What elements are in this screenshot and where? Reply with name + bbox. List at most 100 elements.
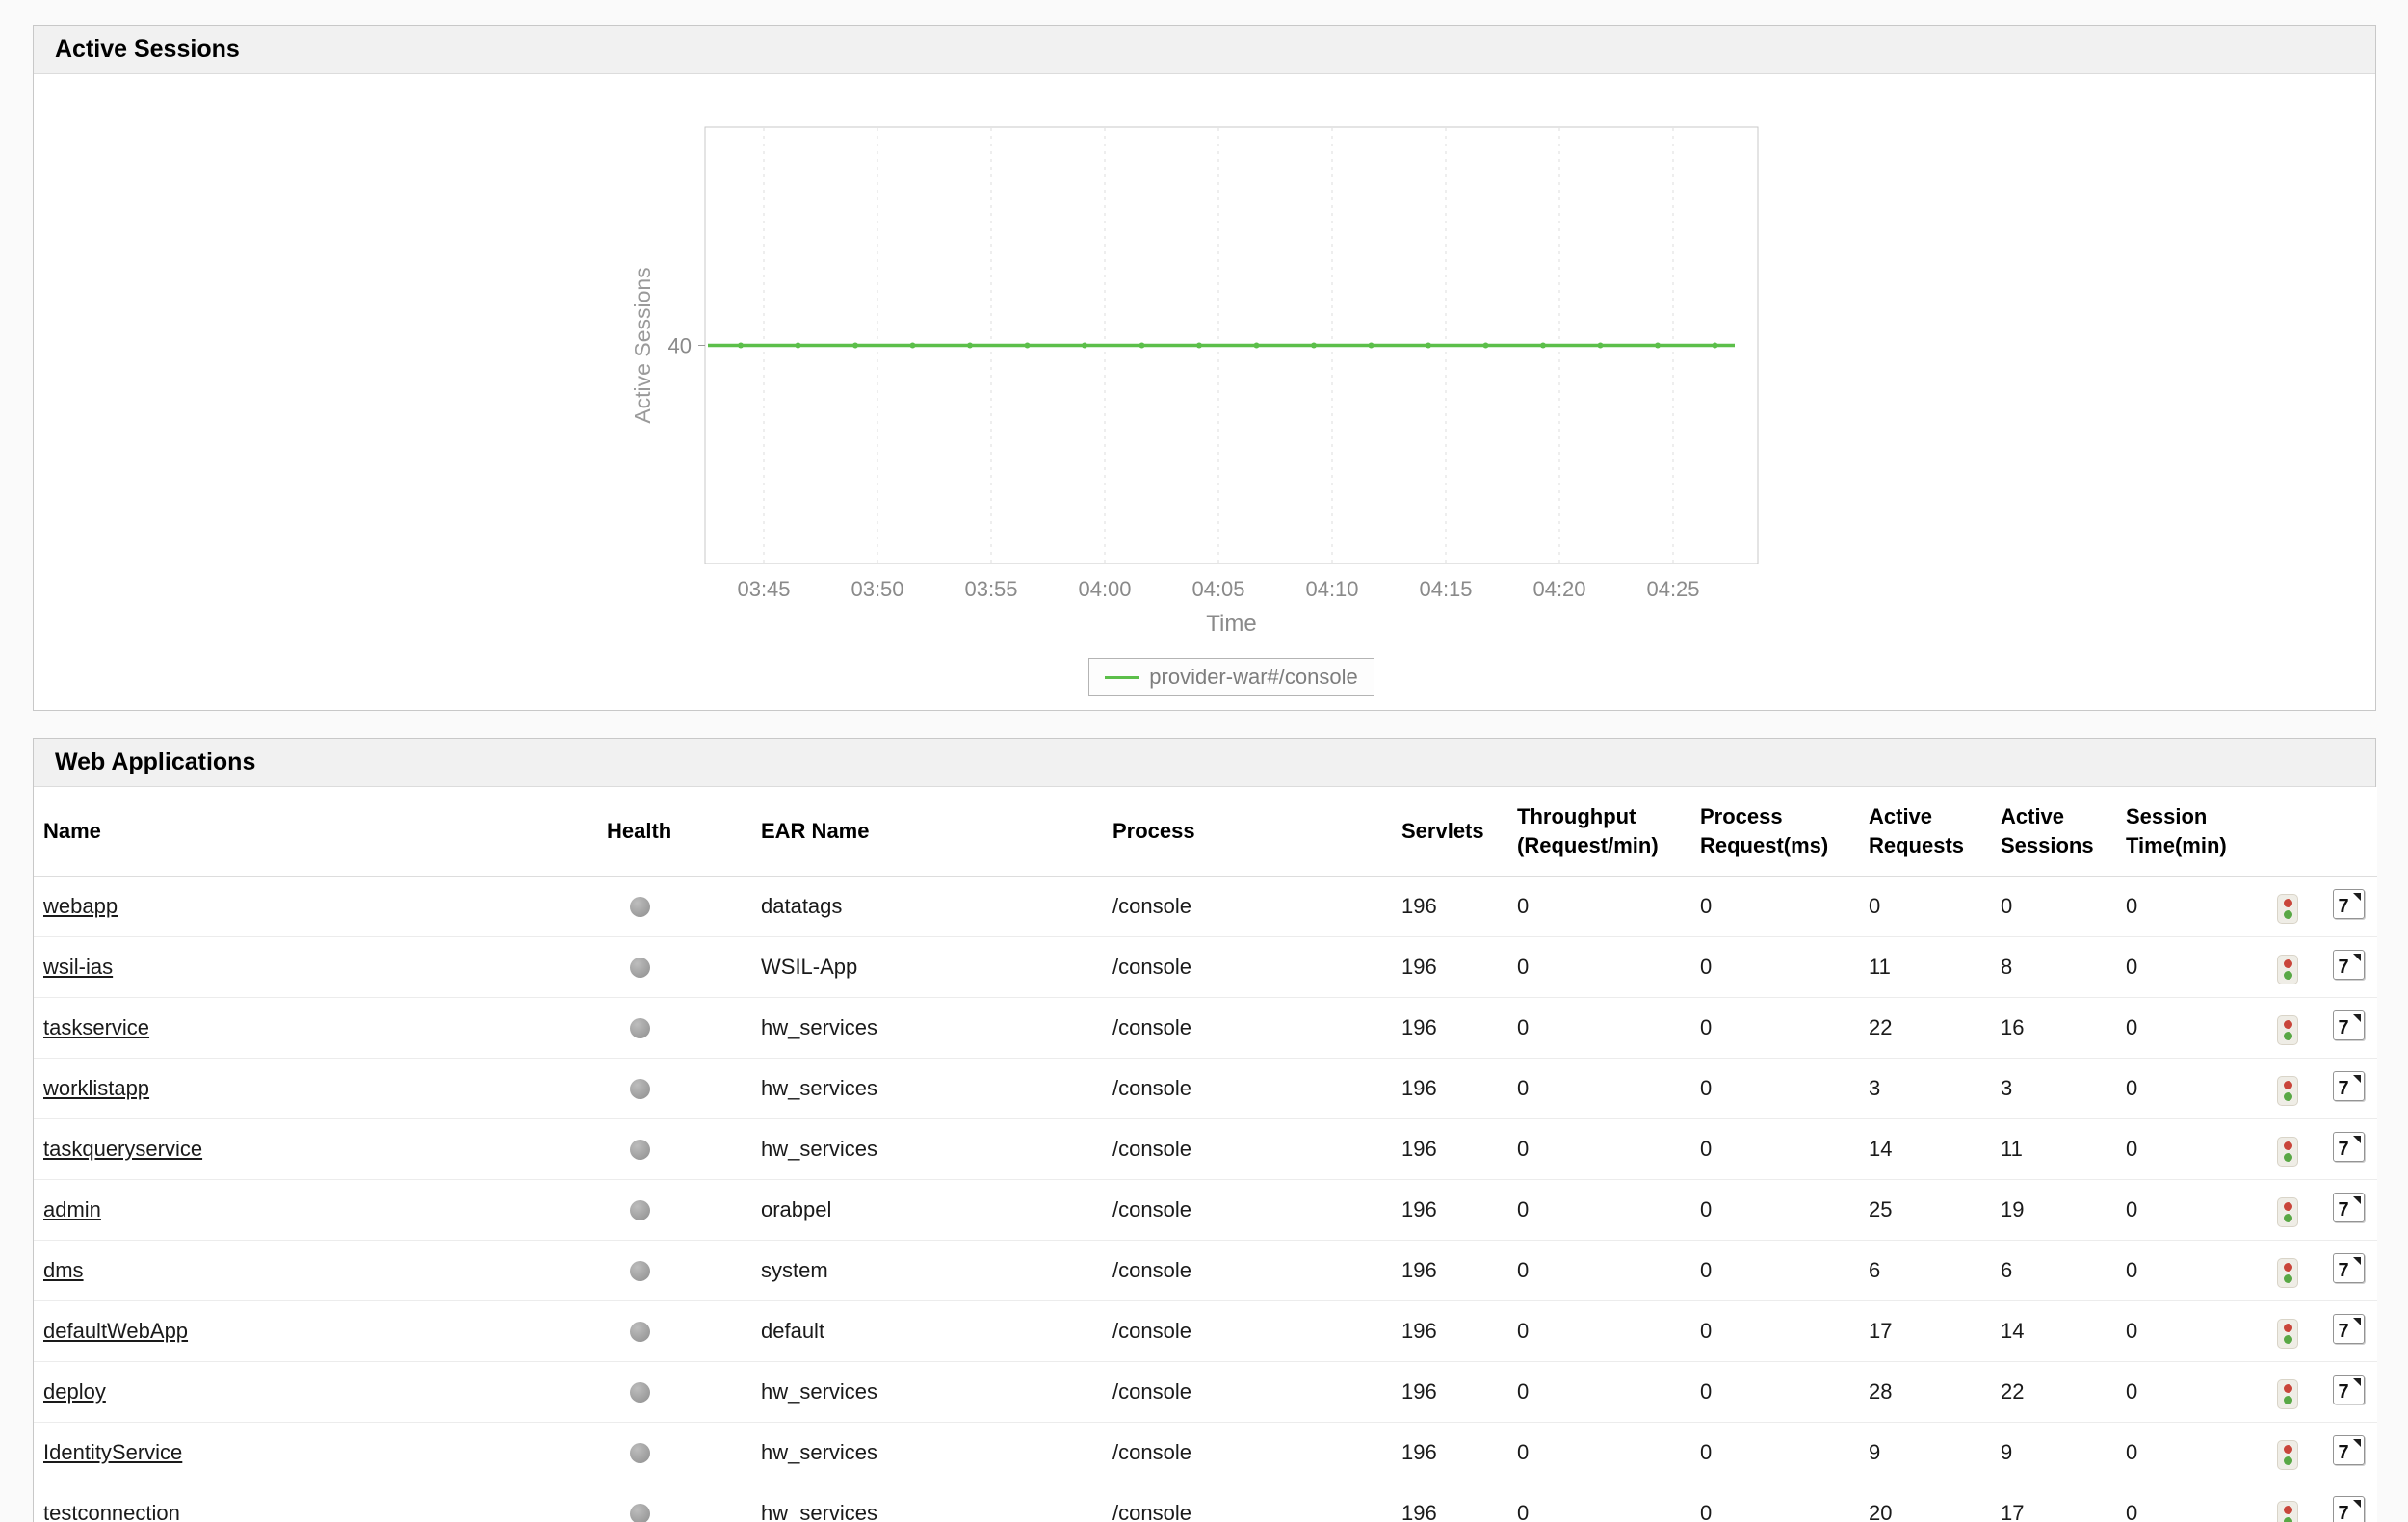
status-traffic-light-icon[interactable] bbox=[2277, 1076, 2298, 1106]
status-traffic-light-icon[interactable] bbox=[2277, 894, 2298, 924]
green-light-icon bbox=[2283, 1396, 2292, 1404]
history-chart-button[interactable]: 7 bbox=[2332, 1070, 2365, 1101]
history-chart-button[interactable]: 7 bbox=[2332, 1313, 2365, 1344]
status-cell bbox=[2256, 1300, 2319, 1362]
status-traffic-light-icon[interactable] bbox=[2277, 1258, 2298, 1288]
app-name-link[interactable]: wsil-ias bbox=[43, 954, 114, 979]
process-cell: /console bbox=[1103, 1361, 1392, 1423]
history-chart-button[interactable]: 7 bbox=[2332, 1434, 2365, 1465]
series-marker bbox=[1024, 342, 1031, 349]
health-status-icon bbox=[630, 897, 650, 918]
status-traffic-light-icon[interactable] bbox=[2277, 955, 2298, 984]
x-tick-label: 04:25 bbox=[1646, 577, 1699, 601]
app-name-link[interactable]: defaultWebApp bbox=[43, 1318, 189, 1343]
web-applications-title: Web Applications bbox=[55, 748, 256, 775]
status-cell bbox=[2256, 936, 2319, 998]
health-status-icon bbox=[630, 1261, 650, 1282]
series-marker bbox=[1311, 342, 1317, 349]
status-traffic-light-icon[interactable] bbox=[2277, 1440, 2298, 1470]
web-applications-panel-header: Web Applications bbox=[34, 739, 2375, 787]
history-cell: 7 bbox=[2319, 1361, 2377, 1423]
session-time-cell: 0 bbox=[2116, 1300, 2256, 1362]
status-traffic-light-icon[interactable] bbox=[2277, 1501, 2298, 1522]
app-name-link[interactable]: worklistapp bbox=[43, 1075, 150, 1100]
web-applications-table: Name Health EAR Name Process Servlets Through… bbox=[34, 787, 2377, 1522]
app-name-link[interactable]: admin bbox=[43, 1196, 101, 1221]
session-time-cell: 0 bbox=[2116, 1361, 2256, 1423]
chart-flag-icon bbox=[2352, 892, 2361, 901]
green-light-icon bbox=[2283, 1456, 2292, 1465]
servlets-cell: 196 bbox=[1392, 997, 1507, 1059]
history-chart-button[interactable]: 7 bbox=[2332, 888, 2365, 919]
app-name-link[interactable]: IdentityService bbox=[43, 1439, 183, 1464]
active-sessions-cell: 9 bbox=[1991, 1422, 2116, 1483]
status-traffic-light-icon[interactable] bbox=[2277, 1137, 2298, 1167]
green-light-icon bbox=[2283, 1032, 2292, 1040]
health-status-icon bbox=[630, 1382, 650, 1404]
name-cell: taskservice bbox=[34, 997, 597, 1059]
x-tick-label: 03:45 bbox=[737, 577, 790, 601]
process-request-cell: 0 bbox=[1690, 876, 1859, 937]
status-traffic-light-icon[interactable] bbox=[2277, 1197, 2298, 1227]
column-header-health: Health bbox=[597, 787, 751, 877]
process-cell: /console bbox=[1103, 1483, 1392, 1522]
table-row: defaultWebApp default/console 196 0 0 17 14 0 7 bbox=[34, 1300, 2377, 1362]
chart-flag-icon bbox=[2352, 1135, 2361, 1143]
table-row: testconnection hw_services/console 196 0 0 20… bbox=[34, 1483, 2377, 1522]
health-cell bbox=[597, 1058, 751, 1119]
app-name-link[interactable]: dms bbox=[43, 1257, 84, 1282]
app-name-link[interactable]: taskqueryservice bbox=[43, 1136, 203, 1161]
history-chart-button[interactable]: 7 bbox=[2332, 1252, 2365, 1283]
servlets-cell: 196 bbox=[1392, 876, 1507, 937]
x-tick-label: 04:10 bbox=[1305, 577, 1358, 601]
ear-name-cell: hw_services bbox=[751, 1483, 1103, 1522]
active-requests-cell: 0 bbox=[1859, 876, 1991, 937]
history-chart-button[interactable]: 7 bbox=[2332, 1010, 2365, 1040]
column-header-actions bbox=[2319, 787, 2377, 877]
green-light-icon bbox=[2283, 1335, 2292, 1344]
app-name-link[interactable]: testconnection bbox=[43, 1500, 180, 1522]
green-light-icon bbox=[2283, 1153, 2292, 1162]
red-light-icon bbox=[2283, 1263, 2292, 1272]
ear-name-cell: hw_services bbox=[751, 1118, 1103, 1180]
series-marker bbox=[852, 342, 858, 349]
health-cell bbox=[597, 997, 751, 1059]
ear-name-cell: hw_services bbox=[751, 997, 1103, 1059]
status-traffic-light-icon[interactable] bbox=[2277, 1015, 2298, 1045]
health-status-icon bbox=[630, 1504, 650, 1522]
green-light-icon bbox=[2283, 1274, 2292, 1283]
app-name-link[interactable]: webapp bbox=[43, 893, 118, 918]
process-request-cell: 0 bbox=[1690, 1240, 1859, 1301]
health-cell bbox=[597, 1422, 751, 1483]
app-name-link[interactable]: deploy bbox=[43, 1378, 106, 1404]
column-header-throughput: Throughput (Request/min) bbox=[1507, 787, 1690, 877]
history-chart-button[interactable]: 7 bbox=[2332, 1192, 2365, 1222]
active-requests-cell: 25 bbox=[1859, 1179, 1991, 1241]
history-chart-button[interactable]: 7 bbox=[2332, 1374, 2365, 1404]
active-sessions-cell: 22 bbox=[1991, 1361, 2116, 1423]
chart-flag-icon bbox=[2352, 1317, 2361, 1325]
chart-flag-icon bbox=[2352, 1256, 2361, 1265]
history-chart-button[interactable]: 7 bbox=[2332, 1495, 2365, 1522]
throughput-cell: 0 bbox=[1507, 1300, 1690, 1362]
app-name-link[interactable]: taskservice bbox=[43, 1014, 150, 1039]
history-days-label: 7 bbox=[2338, 1380, 2349, 1403]
status-traffic-light-icon[interactable] bbox=[2277, 1319, 2298, 1349]
status-cell bbox=[2256, 1240, 2319, 1301]
history-chart-button[interactable]: 7 bbox=[2332, 949, 2365, 980]
ear-name-cell: WSIL-App bbox=[751, 936, 1103, 998]
legend-line-swatch bbox=[1105, 675, 1140, 679]
series-marker bbox=[1482, 342, 1489, 349]
status-cell bbox=[2256, 1361, 2319, 1423]
history-cell: 7 bbox=[2319, 1058, 2377, 1119]
servlets-cell: 196 bbox=[1392, 1300, 1507, 1362]
status-traffic-light-icon[interactable] bbox=[2277, 1379, 2298, 1409]
name-cell: worklistapp bbox=[34, 1058, 597, 1119]
history-chart-button[interactable]: 7 bbox=[2332, 1131, 2365, 1162]
history-days-label: 7 bbox=[2338, 1259, 2349, 1281]
table-row: admin orabpel/console 196 0 0 25 19 0 7 bbox=[34, 1179, 2377, 1241]
legend-series-label: provider-war#/console bbox=[1149, 665, 1358, 689]
table-header-row: Name Health EAR Name Process Servlets Through… bbox=[34, 787, 2377, 877]
red-light-icon bbox=[2283, 959, 2292, 968]
